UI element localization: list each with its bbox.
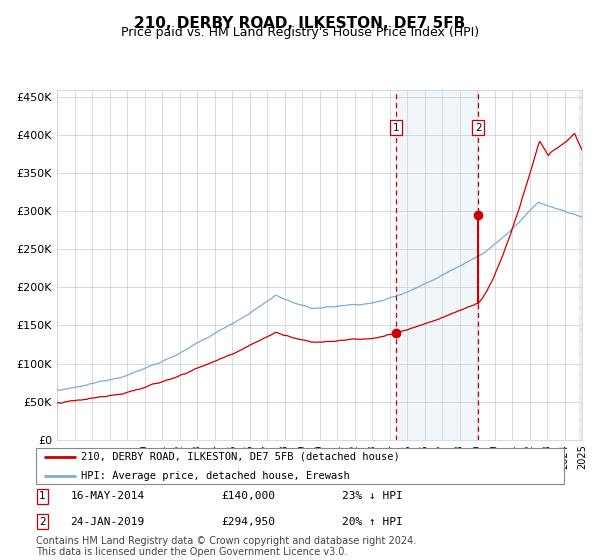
Bar [580,90,582,440]
Text: 210, DERBY ROAD, ILKESTON, DE7 5FB: 210, DERBY ROAD, ILKESTON, DE7 5FB [134,16,466,31]
Text: 210, DERBY ROAD, ILKESTON, DE7 5FB (detached house): 210, DERBY ROAD, ILKESTON, DE7 5FB (deta… [81,452,400,462]
Text: Price paid vs. HM Land Registry's House Price Index (HPI): Price paid vs. HM Land Registry's House … [121,26,479,39]
Text: 1: 1 [392,123,399,133]
Text: 20% ↑ HPI: 20% ↑ HPI [342,517,403,526]
Bar [396,90,478,440]
FancyBboxPatch shape [36,448,564,484]
Text: 2: 2 [39,517,46,526]
Text: 2: 2 [475,123,482,133]
Text: 23% ↓ HPI: 23% ↓ HPI [342,492,403,501]
Text: £294,950: £294,950 [221,517,275,526]
Text: HPI: Average price, detached house, Erewash: HPI: Average price, detached house, Erew… [81,472,350,482]
Text: £140,000: £140,000 [221,492,275,501]
Text: 24-JAN-2019: 24-JAN-2019 [70,517,145,526]
Text: 16-MAY-2014: 16-MAY-2014 [70,492,145,501]
Text: Contains HM Land Registry data © Crown copyright and database right 2024.
This d: Contains HM Land Registry data © Crown c… [36,535,416,557]
Text: 1: 1 [39,492,46,501]
